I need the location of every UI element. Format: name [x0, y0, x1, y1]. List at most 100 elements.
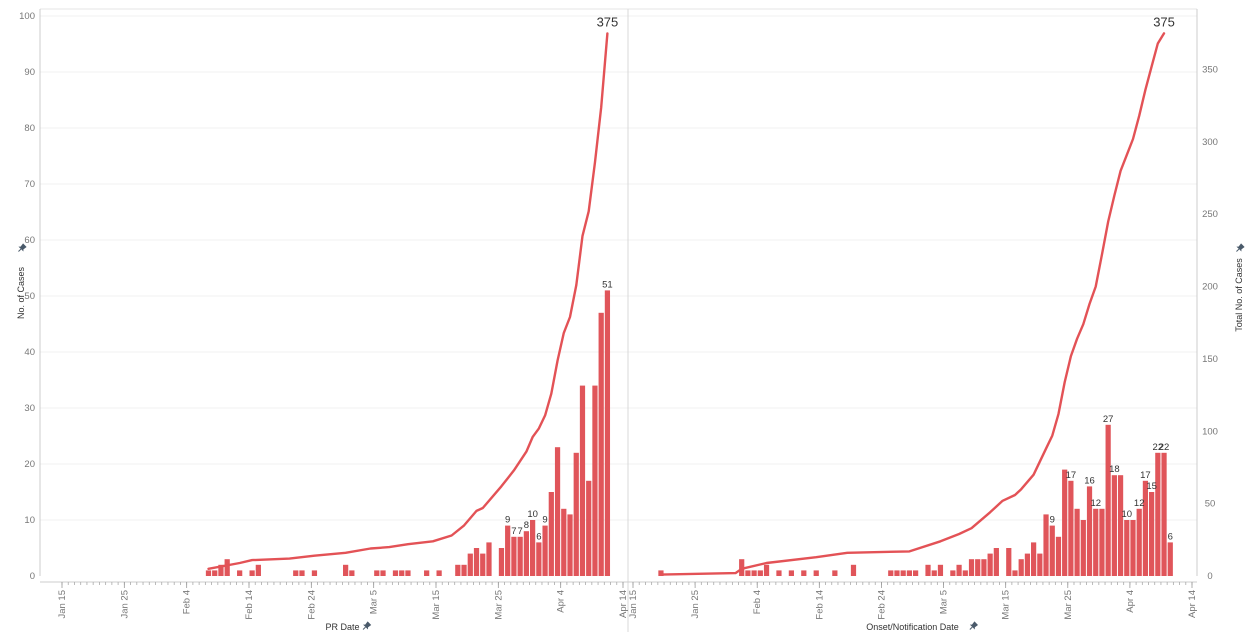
y-left-tick-label: 0	[30, 571, 35, 582]
bar	[658, 570, 664, 576]
bar	[1155, 452, 1161, 576]
y-left-tick-label: 60	[24, 235, 35, 246]
x-tick-label: Apr 4	[1125, 590, 1136, 613]
bar	[374, 570, 380, 576]
bar	[293, 570, 299, 576]
bar	[1037, 553, 1043, 576]
bar-data-label: 17	[1140, 470, 1151, 481]
x-tick-label: Feb 14	[244, 590, 255, 620]
bar-data-label: 18	[1109, 464, 1120, 475]
bar	[813, 570, 819, 576]
bar	[1161, 452, 1167, 576]
x-tick-label: Feb 24	[876, 590, 887, 620]
bar	[579, 385, 586, 576]
bar	[586, 480, 592, 576]
y-left-tick-label: 100	[19, 11, 35, 22]
y-left-axis-title: No. of Cases	[16, 266, 26, 319]
x-tick-label: Feb 4	[752, 590, 763, 614]
bar	[380, 570, 386, 576]
y-left-tick-label: 40	[24, 347, 35, 358]
bar-data-label: 27	[1103, 414, 1114, 425]
bar	[473, 548, 480, 576]
bar	[311, 570, 318, 576]
bar-data-label: 7	[518, 526, 523, 537]
bar	[757, 570, 763, 576]
pin-needle	[18, 248, 22, 252]
bar-data-label: 12	[1134, 498, 1145, 509]
bar	[1105, 424, 1111, 576]
bar	[455, 564, 461, 576]
x-tick-label: Mar 5	[369, 590, 380, 614]
bar	[1031, 542, 1037, 576]
bar	[249, 570, 255, 576]
bar-data-label: 51	[602, 279, 613, 290]
bar-data-label: 22	[1159, 442, 1170, 453]
bar	[1136, 508, 1142, 576]
bar	[237, 570, 243, 576]
bar	[218, 564, 224, 576]
bar	[993, 548, 999, 576]
bar	[604, 290, 611, 576]
y-right-tick-label: 350	[1202, 65, 1218, 76]
cumulative-line	[207, 32, 609, 570]
bar	[968, 559, 975, 576]
bar	[405, 570, 411, 576]
bar	[900, 570, 906, 576]
bar	[436, 570, 442, 576]
bar	[788, 570, 794, 576]
pin-icon	[1236, 243, 1245, 252]
bar	[801, 570, 807, 576]
y-left-tick-label: 20	[24, 459, 35, 470]
bar	[1124, 520, 1130, 576]
x-tick-label: Apr 14	[618, 590, 629, 618]
bar	[598, 312, 604, 576]
y-right-tick-label: 250	[1202, 209, 1218, 220]
x-tick-label: Mar 15	[1001, 590, 1012, 620]
x-tick-label: Mar 5	[939, 590, 950, 614]
y-left-tick-label: 80	[24, 123, 35, 134]
bar	[1149, 492, 1155, 576]
lines-layer	[207, 32, 1166, 576]
bar-data-label: 6	[536, 531, 541, 542]
x-axis-title: PR Date	[325, 622, 359, 632]
bar	[832, 570, 838, 576]
bar	[399, 570, 405, 576]
bar	[1018, 559, 1024, 576]
bar	[1167, 542, 1173, 576]
x-tick-label: Apr 14	[1187, 590, 1198, 618]
bar	[554, 447, 561, 576]
bar	[392, 570, 399, 576]
bar-data-label: 9	[542, 515, 547, 526]
bar-data-label: 15	[1146, 481, 1157, 492]
pin-icon	[362, 621, 372, 630]
pin-head	[969, 621, 978, 630]
bar	[467, 553, 473, 576]
bar	[343, 564, 349, 576]
y-right-tick-label: 150	[1202, 354, 1218, 365]
bar	[517, 536, 523, 576]
bar-data-label: 9	[505, 515, 510, 526]
bar-data-label: 7	[511, 526, 516, 537]
grid-layer	[40, 15, 1197, 521]
bar	[937, 564, 944, 576]
pin-needle	[969, 626, 973, 630]
bar	[1024, 553, 1031, 576]
bar	[931, 570, 937, 576]
y-left-tick-label: 50	[24, 291, 35, 302]
bar	[205, 570, 212, 576]
x-axis-title: Onset/Notification Date	[866, 622, 959, 632]
bar	[1049, 525, 1055, 576]
bar	[542, 525, 548, 576]
bar-data-label: 12	[1090, 498, 1101, 509]
pin-needle	[1236, 248, 1240, 252]
pin-head	[363, 621, 372, 630]
bar	[1074, 508, 1080, 576]
bar	[1055, 536, 1062, 576]
bar	[751, 570, 757, 576]
y-right-tick-label: 100	[1202, 426, 1218, 437]
x-tick-label: Mar 15	[431, 590, 442, 620]
x-tick-label: Apr 4	[556, 590, 567, 613]
bar	[255, 564, 261, 576]
